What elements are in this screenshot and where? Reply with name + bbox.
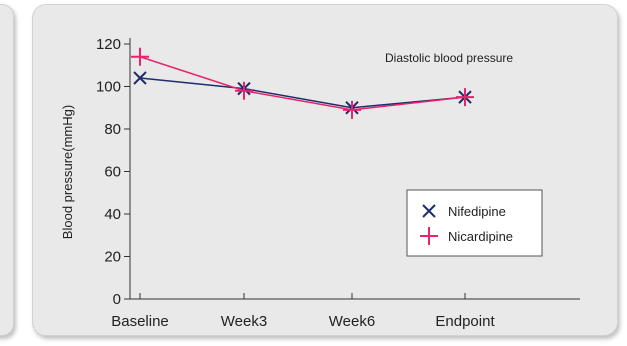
data-point-nicardipine xyxy=(131,47,149,66)
data-point-nicardipine xyxy=(456,88,474,107)
x-ticks: Baseline Week3 Week6 Endpoint xyxy=(111,293,495,330)
legend-marker-nicardipine xyxy=(420,227,438,245)
legend-marker-nifedipine xyxy=(422,204,436,218)
y-axis-label: Blood pressure(mmHg) xyxy=(60,105,75,239)
data-point-nicardipine xyxy=(235,81,253,100)
series-line-nicardipine xyxy=(139,56,466,111)
y-tick-label: 20 xyxy=(104,249,121,266)
x-tick-label: Endpoint xyxy=(435,313,495,330)
legend-box xyxy=(406,189,543,257)
y-tick-label: 80 xyxy=(104,121,121,138)
y-ticks: 0 20 40 60 80 100 120 xyxy=(96,36,130,308)
x-tick-label: Week6 xyxy=(329,313,375,330)
y-tick-label: 100 xyxy=(96,79,121,96)
data-point-nifedipine xyxy=(133,71,147,85)
series-group xyxy=(131,47,474,119)
legend: Nifedipine Nicardipine xyxy=(406,189,543,257)
chart-annotation: Diastolic blood pressure xyxy=(385,51,513,65)
y-tick-label: 0 xyxy=(113,291,121,308)
y-tick-label: 120 xyxy=(96,36,121,53)
legend-label-nifedipine: Nifedipine xyxy=(448,204,506,219)
y-tick-label: 60 xyxy=(104,164,121,181)
y-tick-label: 40 xyxy=(104,206,121,223)
legend-label-nicardipine: Nicardipine xyxy=(448,229,513,244)
series-line-nifedipine xyxy=(139,77,466,109)
x-tick-label: Baseline xyxy=(111,313,169,330)
x-tick-label: Week3 xyxy=(221,313,267,330)
data-point-nicardipine xyxy=(343,100,361,119)
